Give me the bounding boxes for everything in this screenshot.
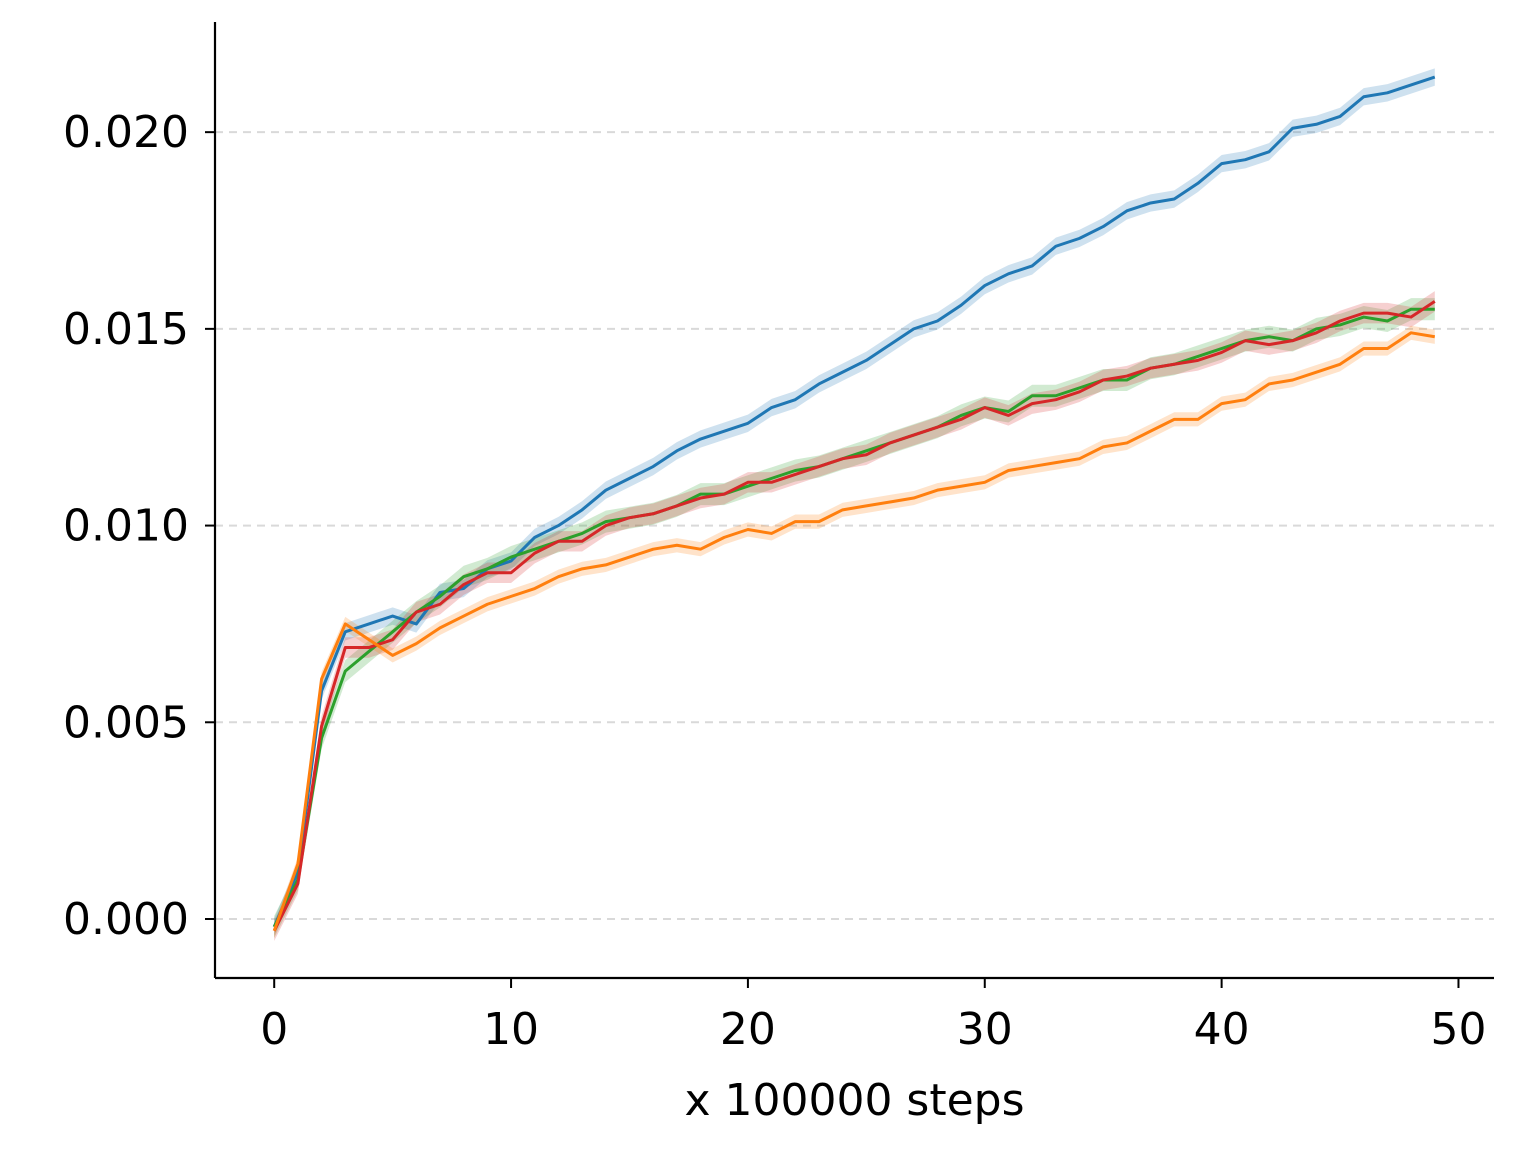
y-tick-label: 0.005 xyxy=(63,697,189,748)
x-tick-label: 10 xyxy=(483,1004,539,1055)
x-tick-label: 40 xyxy=(1194,1004,1250,1055)
series-line-0 xyxy=(272,75,1436,928)
y-tick-label: 0.010 xyxy=(63,501,189,552)
x-axis-label: x 100000 steps xyxy=(684,1075,1024,1126)
x-tick-label: 20 xyxy=(720,1004,776,1055)
y-tick-label: 0.015 xyxy=(63,304,189,355)
series-line-2 xyxy=(272,300,1436,932)
series-lines xyxy=(272,75,1436,932)
x-tick-label: 30 xyxy=(957,1004,1013,1055)
x-tick-label: 0 xyxy=(260,1004,288,1055)
axes xyxy=(213,22,1494,980)
series-line-3 xyxy=(272,331,1436,932)
ticks: 0.000 0.005 0.010 0.015 0.020 0 10 20 30 40 50 xyxy=(63,107,1486,1055)
grid-lines xyxy=(215,131,1494,920)
y-tick-label: 0.020 xyxy=(63,107,189,158)
confidence-bands xyxy=(274,68,1435,942)
x-tick-label: 50 xyxy=(1430,1004,1486,1055)
y-tick-label: 0.000 xyxy=(63,894,189,945)
series-band-3 xyxy=(274,325,1435,938)
